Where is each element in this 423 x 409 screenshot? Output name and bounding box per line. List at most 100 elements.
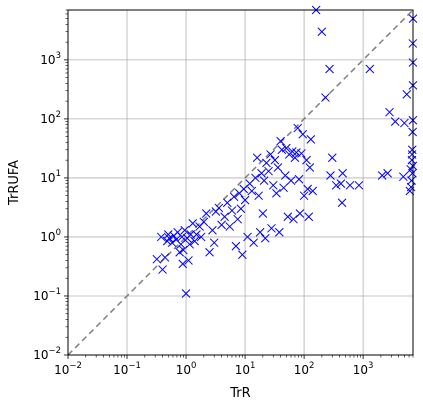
data-point-stroke: [264, 166, 273, 176]
plot-frame: [67, 9, 414, 356]
data-point: [336, 179, 346, 189]
y-tick-label: 10−1: [33, 287, 61, 303]
data-point-stroke: [262, 158, 271, 168]
data-point-stroke: [220, 212, 229, 222]
data-point: [267, 223, 276, 233]
data-point: [255, 227, 265, 237]
data-point-stroke: [295, 209, 305, 218]
data-point: [321, 93, 330, 102]
data-points: [152, 5, 418, 298]
data-point: [390, 117, 400, 126]
data-point-stroke: [354, 180, 364, 190]
data-point-stroke: [292, 148, 301, 157]
data-point: [398, 172, 408, 182]
data-point-stroke: [209, 238, 219, 248]
data-point: [249, 238, 259, 248]
x-axis-label: TrR: [229, 386, 250, 401]
data-point-stroke: [208, 225, 217, 235]
data-point: [217, 220, 226, 230]
data-point-stroke: [255, 227, 265, 237]
data-point-stroke: [181, 289, 191, 298]
data-point: [181, 289, 191, 298]
data-point-stroke: [299, 191, 309, 201]
data-point-stroke: [408, 168, 417, 178]
data-point: [305, 163, 315, 172]
data-point: [167, 238, 177, 248]
data-point-stroke: [377, 171, 387, 180]
data-point-stroke: [251, 173, 260, 183]
data-point-stroke: [243, 232, 252, 242]
data-point: [377, 171, 387, 180]
data-point: [257, 168, 266, 178]
data-point: [178, 259, 188, 269]
data-point: [306, 135, 316, 144]
data-point-stroke: [225, 222, 235, 231]
data-point-stroke: [283, 212, 293, 222]
data-point-stroke: [276, 136, 285, 146]
x-tick-label: 10−1: [113, 361, 141, 377]
x-tick-label: 101: [235, 361, 256, 377]
data-point: [281, 143, 291, 153]
data-point: [383, 168, 392, 178]
data-point-stroke: [160, 253, 170, 262]
data-point-stroke: [305, 163, 315, 172]
data-point-stroke: [336, 179, 346, 189]
data-point: [331, 180, 341, 190]
data-point-stroke: [390, 117, 400, 126]
y-tick-label: 102: [40, 110, 61, 126]
data-point-stroke: [205, 247, 214, 257]
grid: [67, 10, 413, 356]
data-point: [295, 209, 305, 218]
data-point: [184, 256, 193, 265]
data-point: [233, 214, 243, 224]
data-point: [180, 225, 190, 235]
data-point-stroke: [152, 254, 162, 264]
data-point: [196, 232, 206, 242]
data-point-stroke: [177, 232, 187, 242]
data-point: [185, 239, 194, 249]
data-point-stroke: [227, 206, 237, 215]
x-axis-ticks: 10−2 10−1 100 101 102 103: [54, 355, 414, 377]
data-point-stroke: [217, 220, 226, 230]
data-point: [208, 225, 217, 235]
data-point: [188, 218, 198, 228]
data-point-stroke: [298, 129, 308, 139]
data-point-stroke: [188, 218, 198, 228]
data-point-stroke: [293, 123, 303, 133]
data-point-stroke: [214, 203, 224, 213]
data-point-stroke: [180, 225, 190, 235]
data-point: [229, 192, 239, 202]
data-point: [190, 236, 200, 246]
data-point-stroke: [398, 172, 408, 182]
data-point-stroke: [240, 195, 250, 205]
data-point: [236, 204, 246, 214]
data-point-stroke: [306, 135, 316, 144]
data-point: [192, 230, 201, 239]
data-point-stroke: [286, 176, 296, 185]
data-point-stroke: [407, 176, 416, 185]
data-point: [385, 107, 394, 117]
data-point-stroke: [297, 149, 306, 158]
data-point: [264, 166, 273, 176]
y-tick-label: 101: [40, 169, 61, 185]
data-point-stroke: [407, 150, 417, 159]
data-point-stroke: [303, 184, 313, 194]
data-point: [326, 171, 335, 180]
data-point-stroke: [259, 176, 269, 185]
data-point-stroke: [164, 233, 174, 243]
y-tick-label: 100: [40, 228, 61, 244]
data-point: [252, 153, 262, 163]
data-point: [286, 176, 296, 185]
data-point-stroke: [196, 232, 206, 242]
data-point-stroke: [308, 186, 318, 196]
data-point-stroke: [222, 198, 232, 208]
data-point: [400, 118, 409, 128]
data-point-stroke: [331, 180, 341, 190]
data-point-stroke: [294, 174, 304, 184]
data-point: [220, 212, 229, 222]
data-point: [294, 174, 304, 184]
data-point: [225, 222, 235, 231]
data-point: [290, 153, 300, 163]
data-point-stroke: [192, 230, 201, 239]
